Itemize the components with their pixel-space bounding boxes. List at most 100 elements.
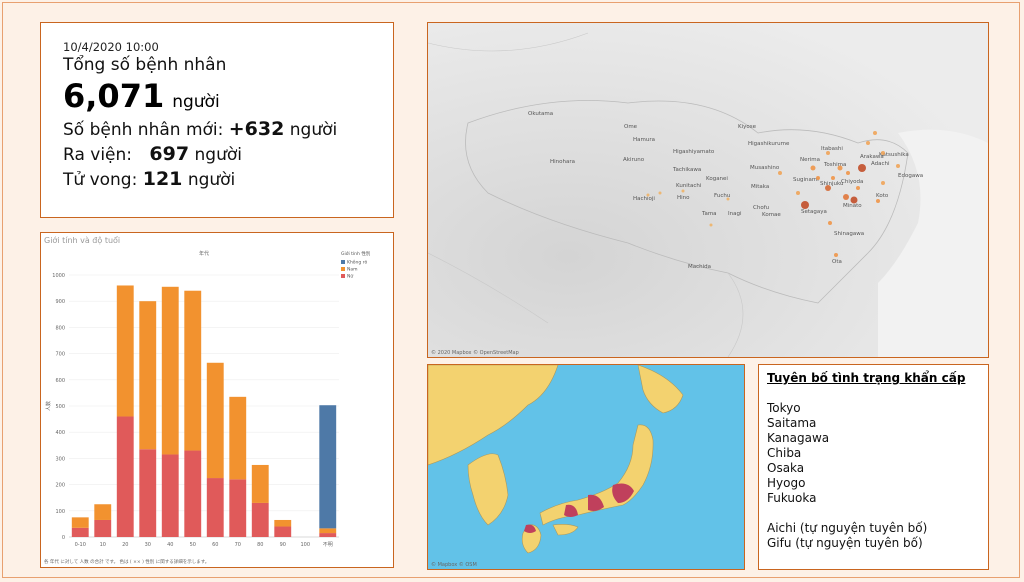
case-marker (658, 191, 662, 195)
recovered-row: Ra viện: 697 người (63, 143, 242, 165)
x-tick-label: 90 (280, 542, 286, 548)
japan-map[interactable]: © Mapbox © OSM (427, 364, 745, 570)
shikoku (552, 524, 579, 536)
map-labels: Okutama Ome Hamura Kiyose Higashikurume Higas… (528, 111, 923, 270)
prefecture-hyogo: Hyogo (767, 476, 806, 490)
bar-segment (94, 504, 112, 520)
map-label: Hino (677, 195, 690, 201)
hokkaido (637, 365, 684, 414)
bar-segment (319, 528, 337, 534)
bar-segment (229, 479, 247, 537)
bar-segment (71, 527, 89, 537)
japan-map-credit: © Mapbox © OSM (431, 562, 477, 568)
x-tick-label: 20 (122, 542, 128, 548)
case-marker (846, 171, 850, 175)
bar-segment (319, 405, 337, 529)
deaths-label: Tử vong: (63, 170, 138, 190)
bar-segment (116, 416, 134, 537)
y-tick-label: 900 (55, 299, 65, 305)
x-tick-label: 30 (145, 542, 151, 548)
osaka-hyogo-emergency (564, 504, 578, 517)
map-label: Arakawa (860, 154, 884, 160)
y-tick-label: 300 (55, 456, 65, 462)
map-label: Itabashi (821, 146, 843, 152)
bar-segment (116, 285, 134, 417)
map-label: Nerima (800, 157, 820, 163)
map-label: Shinagawa (834, 231, 864, 237)
y-axis-label: 人数 (45, 401, 52, 411)
chart-title: 年代 (199, 250, 209, 257)
bar-segment (229, 396, 247, 480)
x-tick-label: 70 (235, 542, 241, 548)
stats-panel: 10/4/2020 10:00 Tổng số bệnh nhân 6,071 n… (40, 22, 394, 218)
japan-map-svg (428, 365, 684, 554)
case-marker (816, 176, 820, 180)
bar-segment (251, 502, 269, 537)
bay (878, 129, 988, 357)
map-label: Hinohara (550, 159, 575, 165)
tokyo-boundary (465, 100, 909, 304)
prefecture-gifu: Gifu (tự nguyện tuyên bố) (767, 536, 923, 550)
prefecture-kanagawa: Kanagawa (767, 431, 830, 445)
chart-panel-title: Giới tính và độ tuổi (44, 236, 121, 245)
case-marker (866, 141, 870, 145)
case-marker (837, 165, 843, 171)
x-tick-label: 10 (100, 542, 106, 548)
map-label: Kunitachi (676, 183, 702, 189)
map-label: Musashino (750, 165, 780, 171)
legend-label: Không rõ (347, 259, 367, 266)
map-label: Edogawa (898, 173, 923, 179)
bar-segment (251, 464, 269, 503)
total-value: 6,071 (63, 77, 165, 115)
bar-segment (161, 286, 179, 455)
y-tick-label: 0 (62, 535, 65, 541)
prefecture-chiba: Chiba (767, 446, 802, 460)
case-marker (810, 165, 816, 171)
case-marker (850, 196, 858, 204)
x-tick-label: 100 (300, 542, 310, 548)
map-label: Adachi (871, 161, 890, 167)
declaration-list: Tokyo Saitama Kanagawa Chiba Osaka Hyogo… (767, 401, 927, 551)
case-marker (801, 201, 809, 209)
y-tick-label: 100 (55, 509, 65, 515)
map-label: Okutama (528, 111, 553, 117)
bar-segment (161, 454, 179, 537)
case-marker (825, 185, 831, 191)
map-label: Akiruno (623, 157, 645, 163)
map-label: Setagaya (801, 209, 827, 215)
recovered-value: 697 (149, 143, 190, 165)
y-tick-label: 600 (55, 378, 65, 384)
map-label: Inagi (728, 211, 742, 217)
timestamp: 10/4/2020 10:00 (63, 40, 159, 54)
total-unit: người (172, 92, 220, 112)
legend-swatch (341, 274, 345, 278)
bar-segment (139, 449, 157, 537)
case-marker (646, 193, 650, 197)
map-label: Fuchu (714, 193, 730, 199)
age-gender-chart-panel: Giới tính và độ tuổi 0 100 200 300 400 500 600… (40, 232, 394, 568)
map-label: Machida (688, 264, 711, 270)
map-label: Komae (762, 212, 781, 218)
map-label: Chiyoda (841, 179, 863, 185)
map-label: Hachioji (633, 196, 655, 202)
mainland-asia (428, 365, 559, 466)
tokyo-map[interactable]: Okutama Ome Hamura Kiyose Higashikurume Higas… (427, 22, 989, 358)
map-label: Hamura (633, 137, 655, 143)
tokyo-map-svg: Okutama Ome Hamura Kiyose Higashikurume Higas… (428, 23, 988, 357)
map-label: Chofu (753, 205, 769, 211)
case-marker (681, 189, 685, 193)
map-label: Tachikawa (672, 167, 701, 173)
legend-label: Nam (347, 267, 358, 273)
bar-segment (206, 478, 224, 537)
legend-swatch (341, 260, 345, 264)
case-marker (873, 131, 877, 135)
map-label: Koto (876, 193, 889, 199)
legend-label: Nữ (347, 274, 354, 280)
case-marker (896, 164, 900, 168)
case-marker (709, 223, 713, 227)
case-marker (831, 176, 835, 180)
bar-segment (274, 526, 292, 537)
prefecture-osaka: Osaka (767, 461, 805, 475)
